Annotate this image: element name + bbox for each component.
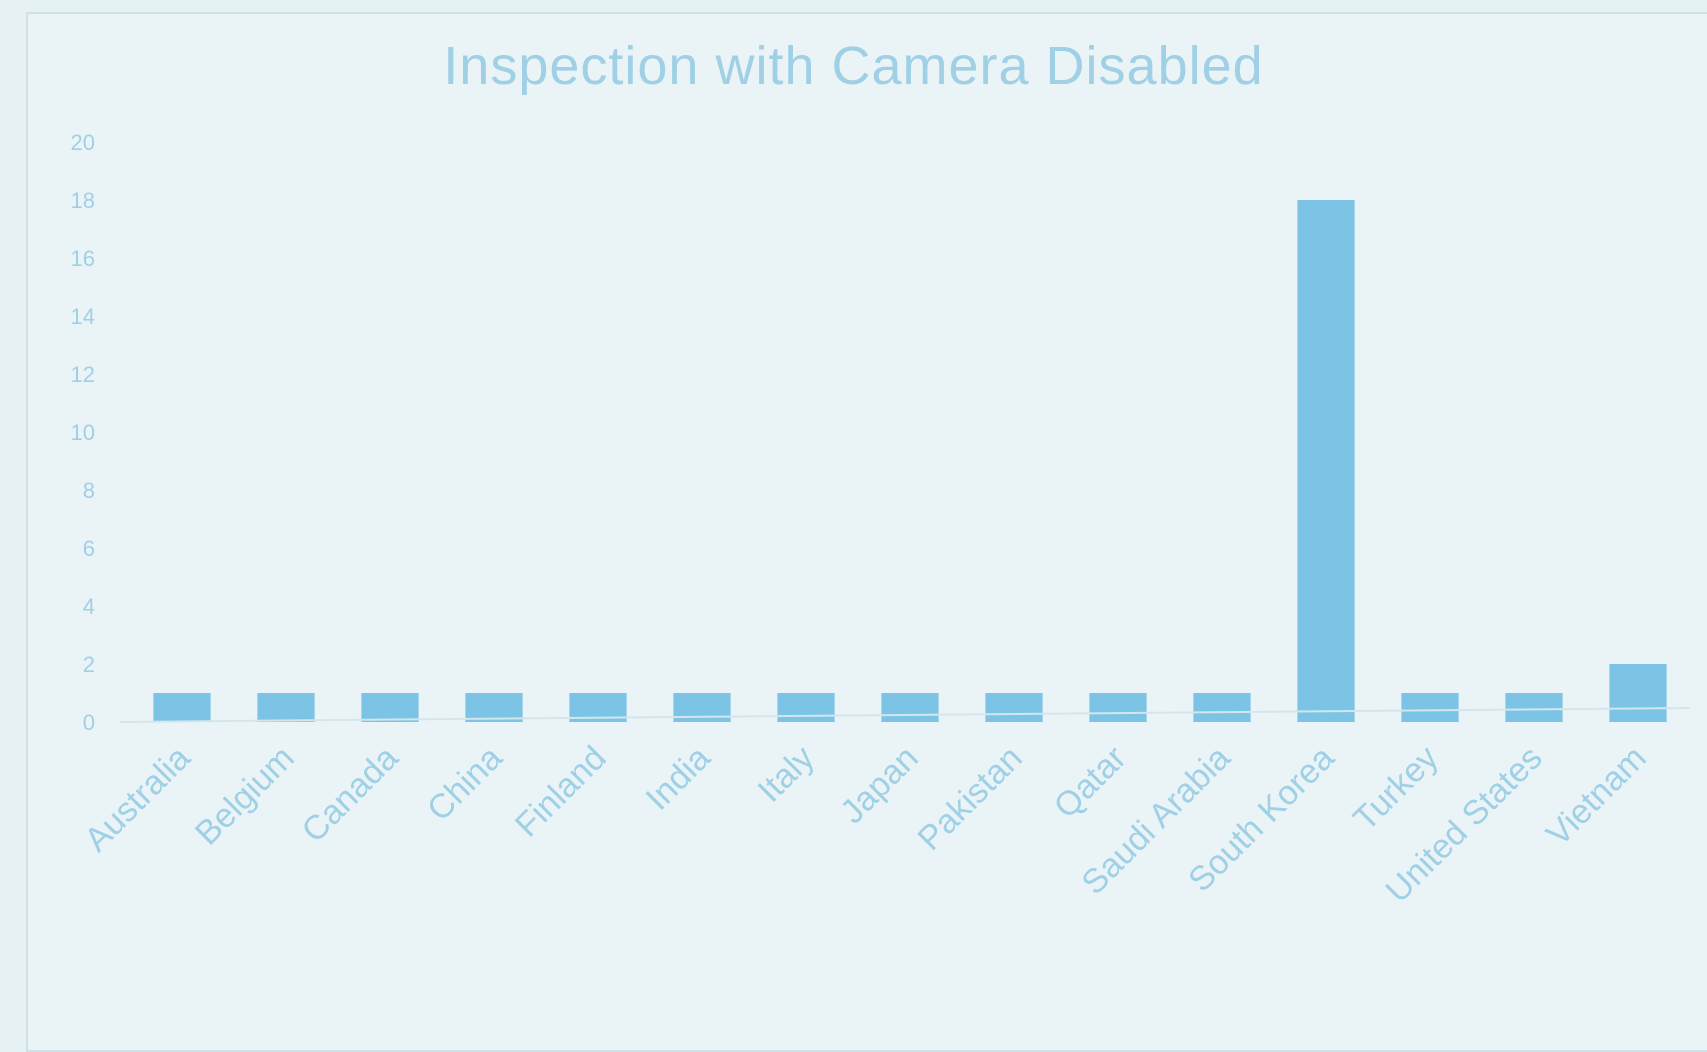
bar-saudi-arabia [1193,693,1251,722]
bar-china [465,693,523,722]
bars [119,200,1691,723]
bar-turkey [1401,693,1459,722]
y-tick-label: 12 [71,362,95,387]
x-tick-label: Australia [77,739,197,859]
x-tick-label: Japan [833,739,925,831]
x-tick-label: Pakistan [911,739,1030,858]
x-tick-label: Canada [295,739,406,850]
bar-pakistan [985,693,1043,722]
x-axis-line [119,707,1691,723]
bar-belgium [257,693,315,722]
y-tick-label: 8 [83,478,95,503]
x-tick-label: Italy [751,739,822,810]
x-tick-label: Vietnam [1539,739,1654,854]
y-tick-label: 2 [83,652,95,677]
x-tick-label: Qatar [1047,739,1134,826]
y-tick-label: 16 [71,246,95,271]
chart-title: Inspection with Camera Disabled [443,36,1264,96]
bar-canada [361,693,419,722]
bar-australia [153,693,211,722]
chart-frame [26,12,1707,1052]
y-tick-label: 20 [71,130,95,155]
bar-vietnam [1609,664,1667,722]
bar-chart: 0 2 4 6 8 10 12 14 16 18 20 AustraliaBelgiumCanada… [71,130,1691,910]
x-tick-label: Belgium [188,739,302,853]
y-tick-label: 0 [83,710,95,735]
x-tick-label: India [639,739,718,818]
y-tick-label: 4 [83,594,95,619]
x-tick-label: China [420,739,510,829]
y-tick-label: 10 [71,420,95,445]
bar-qatar [1089,693,1147,722]
bar-united-states [1505,693,1563,722]
y-tick-label: 6 [83,536,95,561]
bar-italy [777,693,835,722]
bar-south-korea [1297,200,1355,722]
x-tick-label: Turkey [1346,739,1445,838]
y-tick-label: 14 [71,304,95,329]
y-tick-label: 18 [71,188,95,213]
y-axis-ticks: 0 2 4 6 8 10 12 14 16 18 20 [71,130,95,735]
x-tick-label: Finland [508,739,614,845]
bar-japan [881,693,939,722]
